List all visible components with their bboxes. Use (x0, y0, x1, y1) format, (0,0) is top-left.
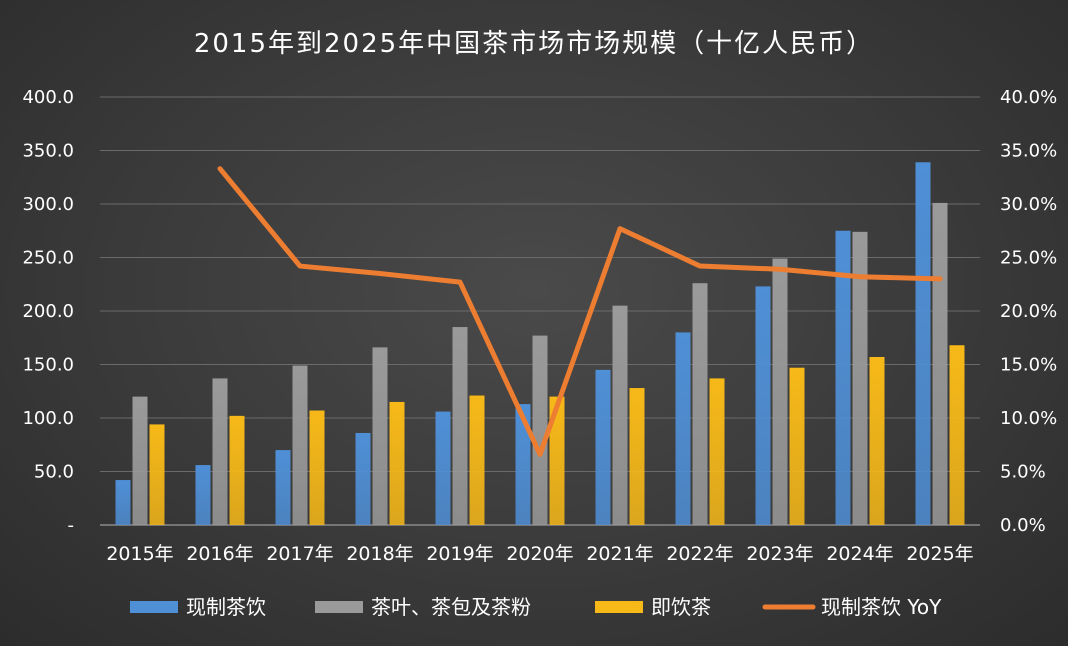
legend-label: 现制茶饮 YoY (821, 595, 942, 619)
bar-即饮茶-2020年 (549, 396, 565, 525)
bar-茶叶、茶包及茶粉-2021年 (612, 305, 628, 525)
bar-即饮茶-2022年 (709, 378, 725, 525)
bar-现制茶饮-2023年 (755, 286, 771, 525)
category-axis: 2015年 2016年 2017年 2018年 2019年 2020年 2021年 2022年… (106, 543, 973, 565)
line-point (939, 278, 941, 280)
bar-现制茶饮-2022年 (675, 332, 691, 525)
bar-茶叶、茶包及茶粉-2019年 (452, 327, 468, 525)
bar-现制茶饮-2018年 (355, 432, 371, 525)
line-point (219, 168, 221, 170)
bar-即饮茶-2016年 (229, 415, 245, 525)
category-label: 2018年 (346, 543, 413, 565)
category-label: 2023年 (746, 543, 813, 565)
left-tick-label: 200.0 (22, 301, 74, 322)
right-tick-label: 35.0% (1000, 141, 1057, 162)
right-tick-label: 0.0% (1000, 515, 1046, 536)
legend-label: 茶叶、茶包及茶粉 (371, 595, 531, 619)
bar-茶叶、茶包及茶粉-2024年 (852, 231, 868, 525)
category-label: 2024年 (826, 543, 893, 565)
bar-现制茶饮-2016年 (195, 465, 211, 525)
category-label: 2015年 (106, 543, 173, 565)
line-series-yoy (217, 166, 943, 457)
bar-茶叶、茶包及茶粉-2017年 (292, 365, 308, 525)
yoy-line (217, 166, 943, 457)
category-label: 2025年 (906, 543, 973, 565)
bar-即饮茶-2025年 (949, 345, 965, 525)
left-tick-label: 150.0 (22, 355, 74, 376)
right-tick-label: 20.0% (1000, 301, 1057, 322)
line-point (539, 453, 541, 455)
chart-title: 2015年到2025年中国茶市场市场规模（十亿人民币） (194, 29, 874, 59)
bar-现制茶饮-2015年 (115, 480, 131, 525)
category-label: 2021年 (586, 543, 653, 565)
bar-茶叶、茶包及茶粉-2016年 (212, 378, 228, 525)
category-label: 2016年 (186, 543, 253, 565)
bars (115, 162, 965, 525)
right-axis: 0.0% 5.0% 10.0% 15.0% 20.0% 25.0% 30.0% 35.0% 40… (1000, 87, 1057, 536)
bar-即饮茶-2024年 (869, 357, 885, 525)
right-tick-label: 25.0% (1000, 248, 1057, 269)
line-point (859, 276, 861, 278)
legend-label: 现制茶饮 (186, 595, 266, 619)
bar-茶叶、茶包及茶粉-2020年 (532, 335, 548, 525)
left-tick-label: 50.0 (34, 462, 74, 483)
bar-现制茶饮-2017年 (275, 450, 291, 525)
bar-茶叶、茶包及茶粉-2025年 (932, 202, 948, 525)
right-tick-label: 30.0% (1000, 194, 1057, 215)
left-tick-label: 300.0 (22, 194, 74, 215)
category-label: 2017年 (266, 543, 333, 565)
legend-swatch (595, 601, 643, 613)
bar-即饮茶-2017年 (309, 410, 325, 525)
bar-现制茶饮-2024年 (835, 230, 851, 525)
bar-茶叶、茶包及茶粉-2023年 (772, 258, 788, 525)
left-tick-label: 100.0 (22, 408, 74, 429)
left-tick-label: 350.0 (22, 141, 74, 162)
legend: 现制茶饮 茶叶、茶包及茶粉 即饮茶 现制茶饮 YoY (130, 595, 942, 619)
left-axis: - 50.0 100.0 150.0 200.0 250.0 300.0 350.0 400.0 (22, 87, 74, 536)
bar-现制茶饮-2019年 (435, 411, 451, 525)
left-tick-label: 400.0 (22, 87, 74, 108)
category-label: 2019年 (426, 543, 493, 565)
legend-label: 即饮茶 (651, 595, 711, 619)
line-point (619, 228, 621, 230)
category-label: 2022年 (666, 543, 733, 565)
bar-即饮茶-2021年 (629, 388, 645, 525)
category-label: 2020年 (506, 543, 573, 565)
bar-即饮茶-2019年 (469, 395, 485, 525)
right-tick-label: 10.0% (1000, 408, 1057, 429)
bar-茶叶、茶包及茶粉-2018年 (372, 347, 388, 525)
right-tick-label: 40.0% (1000, 87, 1057, 108)
bar-即饮茶-2023年 (789, 367, 805, 525)
legend-swatch (315, 601, 363, 613)
left-tick-label: - (68, 515, 75, 536)
line-point (299, 265, 301, 267)
line-point (459, 281, 461, 283)
right-tick-label: 5.0% (1000, 462, 1046, 483)
left-tick-label: 250.0 (22, 248, 74, 269)
right-tick-label: 15.0% (1000, 355, 1057, 376)
bar-即饮茶-2018年 (389, 401, 405, 525)
bar-现制茶饮-2025年 (915, 162, 931, 525)
legend-swatch (130, 601, 178, 613)
line-point (779, 268, 781, 270)
line-point (379, 273, 381, 275)
line-point (699, 265, 701, 267)
bar-现制茶饮-2020年 (515, 404, 531, 525)
bar-茶叶、茶包及茶粉-2022年 (692, 283, 708, 525)
bar-现制茶饮-2021年 (595, 369, 611, 525)
bar-即饮茶-2015年 (149, 424, 165, 525)
bar-茶叶、茶包及茶粉-2015年 (132, 396, 148, 525)
